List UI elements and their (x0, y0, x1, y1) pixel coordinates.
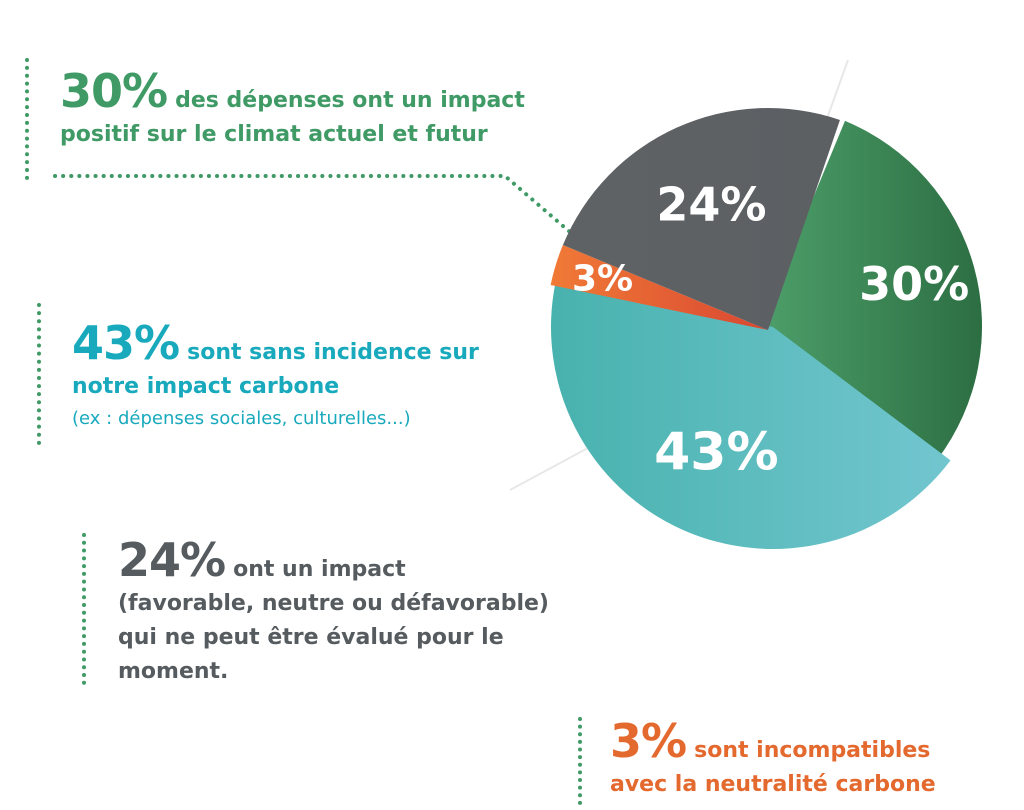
callout-3: 3% sont incompatibles avec la neutralité… (610, 718, 1020, 802)
callout-text: positif sur le climat actuel et futur (60, 122, 488, 147)
slice-43 (550, 281, 951, 550)
slice-30 (760, 120, 982, 460)
slice-label: 24% (656, 178, 766, 232)
callout-text: moment. (118, 659, 229, 684)
callout-marker (578, 717, 582, 805)
callout-text: notre impact carbone (72, 374, 340, 399)
callout-30: 30% des dépenses ont un impact positif s… (60, 68, 560, 152)
callout-note: (ex : dépenses sociales, culturelles...) (72, 408, 411, 429)
slice-label: 43% (654, 422, 778, 482)
slice-3 (550, 245, 768, 330)
callout-percent: 30% (60, 64, 168, 118)
callout-marker (82, 533, 86, 685)
callout-marker (37, 303, 41, 445)
callout-marker (25, 58, 29, 180)
callout-percent: 3% (610, 714, 687, 768)
slice-label: 3% (572, 259, 633, 300)
slice-24 (562, 108, 840, 331)
callout-percent: 24% (118, 533, 226, 587)
callout-text: (favorable, neutre ou défavorable) (118, 591, 549, 616)
callout-24: 24% ont un impact (favorable, neutre ou … (118, 537, 578, 689)
callout-text: des dépenses ont un impact (175, 88, 525, 113)
callout-text: sont incompatibles (694, 738, 931, 763)
leader-line (53, 174, 572, 234)
callout-text: avec la neutralité carbone (610, 772, 936, 797)
callout-text: qui ne peut être évalué pour le (118, 625, 504, 650)
callout-text: ont un impact (233, 557, 406, 582)
callout-text: sont sans incidence sur (187, 340, 479, 365)
callout-43: 43% sont sans incidence sur notre impact… (72, 320, 532, 434)
callout-percent: 43% (72, 316, 180, 370)
slice-label: 30% (859, 257, 969, 311)
